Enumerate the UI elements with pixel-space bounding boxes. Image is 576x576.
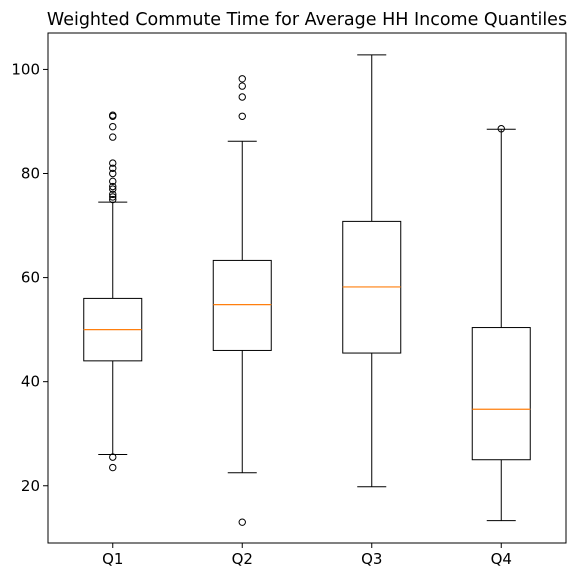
outlier-point — [109, 190, 117, 199]
iqr-box — [212, 259, 272, 351]
box-q1 — [83, 111, 143, 472]
outlier-point — [238, 75, 246, 83]
outlier-point — [109, 177, 117, 186]
outlier-point — [238, 82, 246, 90]
outlier-point — [238, 93, 246, 101]
outlier-point — [109, 159, 117, 167]
box-q4 — [471, 125, 531, 522]
outlier-point — [238, 518, 246, 526]
x-axis: Q1 Q2 Q3 Q4 — [102, 543, 512, 568]
iqr-box — [471, 327, 531, 461]
x-tick-label: Q4 — [491, 550, 512, 568]
outlier-point — [109, 463, 117, 472]
outlier-point — [109, 453, 117, 461]
outlier-point — [109, 133, 117, 141]
y-tick-label: 60 — [21, 269, 40, 287]
outlier-point — [109, 164, 117, 173]
box-group — [83, 54, 531, 526]
y-tick-label: 20 — [21, 477, 40, 495]
box-q3 — [342, 54, 402, 488]
outlier-point — [109, 182, 117, 191]
chart-title: Weighted Commute Time for Average HH Inc… — [47, 10, 567, 30]
y-axis: 20 40 60 80 100 — [11, 60, 48, 495]
outlier-point — [109, 122, 117, 131]
box-q2 — [212, 75, 272, 526]
plot-area-frame — [47, 32, 567, 544]
outlier-point — [109, 111, 117, 119]
outlier-point — [238, 112, 246, 120]
outlier-point — [109, 169, 117, 178]
y-tick-label: 80 — [21, 165, 40, 183]
outlier-point — [109, 195, 117, 204]
x-tick-label: Q3 — [361, 550, 382, 568]
y-tick-label: 100 — [11, 60, 40, 78]
outlier-point — [109, 193, 117, 201]
y-tick-label: 40 — [21, 373, 40, 391]
outlier-point — [497, 125, 505, 133]
outlier-point — [109, 185, 117, 193]
x-tick-label: Q2 — [232, 550, 253, 568]
x-tick-label: Q1 — [102, 550, 123, 568]
